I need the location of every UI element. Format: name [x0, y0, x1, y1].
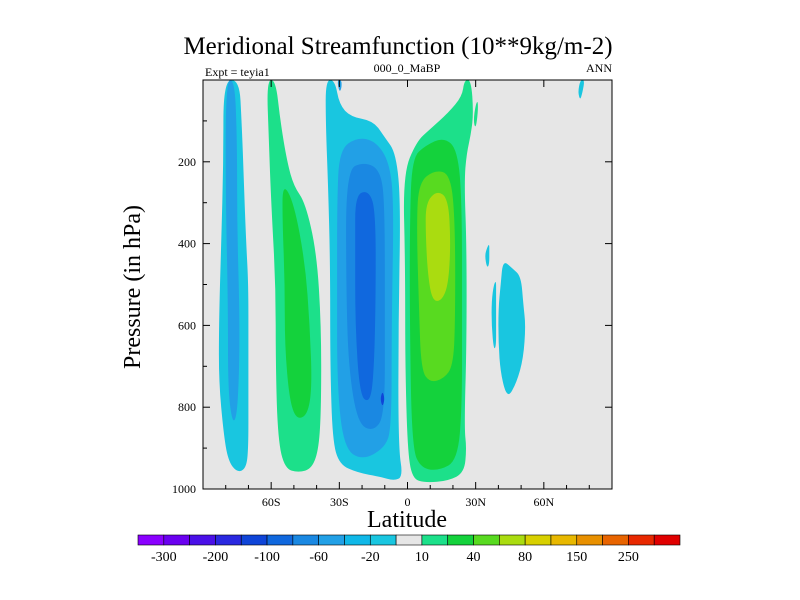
subtitle-right: ANN — [586, 61, 612, 75]
subtitle-left: Expt = teyia1 — [205, 65, 270, 79]
colorbar-label: 10 — [415, 550, 429, 565]
x-tick-label: 30S — [330, 495, 349, 509]
colorbar-swatch — [447, 534, 474, 546]
contour-region-nh-hadley-core — [425, 192, 451, 301]
colorbar-swatch — [369, 534, 397, 546]
contour-region-nh-polar-fleck — [578, 80, 584, 99]
colorbar-swatch — [215, 534, 242, 546]
contour-region-nh-cell-sliver — [485, 244, 490, 267]
colorbar-swatch — [602, 534, 629, 546]
x-tick-label: 30N — [465, 495, 486, 509]
colorbar-swatch — [421, 534, 449, 546]
colorbar-swatch — [163, 534, 190, 546]
y-tick-label: 600 — [178, 318, 196, 332]
contour-region-sh-ferrel-inner — [282, 189, 312, 418]
contour-region-sh-polar-cell-inner — [225, 80, 240, 421]
colorbar-swatch — [550, 534, 578, 546]
colorbar-swatch — [395, 534, 423, 546]
colorbar-label: -100 — [254, 550, 280, 565]
colorbar-swatch — [189, 534, 216, 546]
contour-region-sh-core-fleck — [380, 392, 385, 406]
colorbar-swatch — [628, 534, 655, 546]
colorbar-label: -200 — [203, 550, 229, 565]
colorbar-swatch — [576, 534, 603, 546]
colorbar-label: -300 — [151, 550, 177, 565]
x-tick-label: 60S — [262, 495, 281, 509]
contour-region-sh-hadley-core — [355, 192, 376, 401]
colorbar-label: 40 — [467, 550, 481, 565]
colorbar-label: -20 — [361, 550, 380, 565]
colorbar-swatch — [653, 534, 681, 546]
colorbar-swatch — [473, 534, 500, 546]
chart-title: Meridional Streamfunction (10**9kg/m-2) — [183, 33, 612, 60]
colorbar-swatch — [266, 534, 294, 546]
colorbar-label: -60 — [309, 550, 328, 565]
colorbar-label: 80 — [518, 550, 532, 565]
colorbar-swatch — [137, 534, 165, 546]
contour-region-nh-low-sliver — [491, 281, 497, 349]
x-tick-label: 60N — [533, 495, 554, 509]
y-axis-label: Pressure (in hPa) — [120, 205, 146, 369]
y-tick-label: 1000 — [172, 482, 196, 496]
colorbar-swatch — [240, 534, 268, 546]
y-tick-label: 800 — [178, 400, 196, 414]
colorbar-swatch — [292, 534, 319, 546]
contour-region-nh-top-sliver — [473, 102, 478, 127]
colorbar-swatch — [344, 534, 371, 546]
y-tick-label: 400 — [178, 237, 196, 251]
colorbar-swatch — [524, 534, 552, 546]
colorbar-swatch — [318, 534, 345, 546]
x-tick-label: 0 — [405, 495, 411, 509]
y-tick-label: 200 — [178, 155, 196, 169]
colorbar-label: 150 — [566, 550, 587, 565]
colorbar-label: 250 — [618, 550, 639, 565]
x-axis-label: Latitude — [367, 507, 447, 533]
colorbar-swatch — [499, 534, 526, 546]
contour-region-nh-ferrel-patch — [498, 263, 526, 395]
subtitle-center: 000_0_MaBP — [374, 61, 441, 75]
